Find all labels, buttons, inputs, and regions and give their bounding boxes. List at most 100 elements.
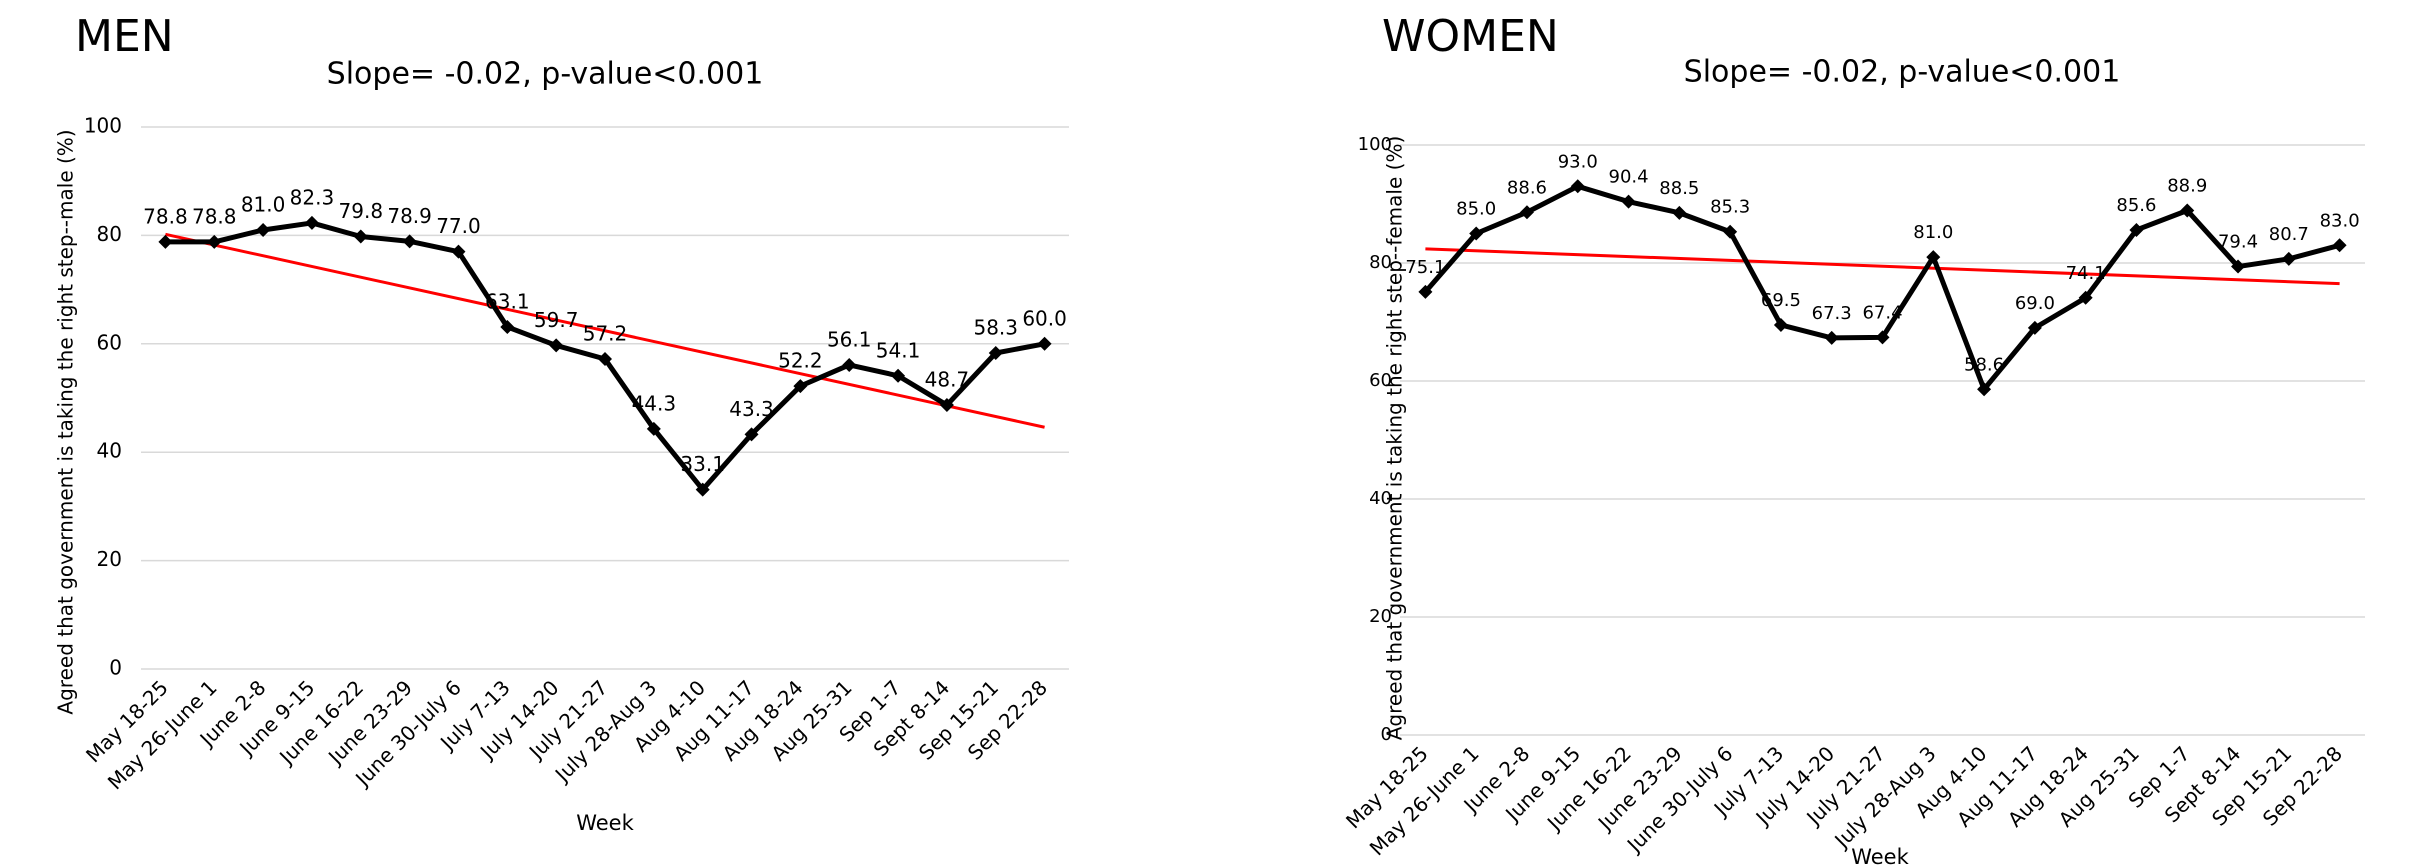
y-tick-label: 40 xyxy=(1369,488,1392,509)
data-label: 79.8 xyxy=(339,199,384,223)
data-label: 57.2 xyxy=(583,321,628,345)
data-label: 78.8 xyxy=(192,204,237,228)
data-label: 56.1 xyxy=(827,327,872,351)
y-tick-label: 100 xyxy=(84,114,122,138)
point-marker xyxy=(2129,222,2144,237)
data-label: 81.0 xyxy=(1913,222,1953,243)
data-label: 52.2 xyxy=(778,349,823,373)
point-marker xyxy=(2332,238,2347,253)
data-label: 74.1 xyxy=(2066,263,2106,284)
point-marker xyxy=(451,244,466,259)
data-label: 82.3 xyxy=(290,185,335,209)
point-marker xyxy=(842,357,857,372)
point-marker xyxy=(1621,194,1636,209)
data-label: 33.1 xyxy=(680,452,725,476)
point-marker xyxy=(304,215,319,230)
point-marker xyxy=(793,379,808,394)
chart-heading: WOMEN xyxy=(1382,11,1559,62)
point-marker xyxy=(1519,205,1534,220)
point-marker xyxy=(1875,330,1890,345)
data-label: 93.0 xyxy=(1558,151,1598,172)
y-axis-title: Agreed that government is taking the rig… xyxy=(1383,136,1407,741)
data-label: 83.0 xyxy=(2320,210,2360,231)
point-marker xyxy=(744,427,759,442)
y-tick-label: 80 xyxy=(1369,252,1392,273)
point-marker xyxy=(2281,251,2296,266)
y-tick-label: 0 xyxy=(1381,724,1392,745)
point-marker xyxy=(1469,226,1484,241)
data-label: 48.7 xyxy=(925,368,970,392)
point-marker xyxy=(1037,336,1052,351)
point-marker xyxy=(1926,250,1941,265)
data-label: 88.9 xyxy=(2167,175,2207,196)
data-label: 69.0 xyxy=(2015,293,2055,314)
y-tick-label: 20 xyxy=(97,547,122,571)
point-marker xyxy=(988,346,1003,361)
point-marker xyxy=(158,234,173,249)
y-tick-label: 40 xyxy=(97,439,122,463)
data-label: 85.3 xyxy=(1710,197,1750,218)
data-label: 81.0 xyxy=(241,192,286,216)
data-label: 85.0 xyxy=(1456,199,1496,220)
point-marker xyxy=(1824,330,1839,345)
point-marker xyxy=(549,338,564,353)
trend-line xyxy=(165,232,1045,429)
point-marker xyxy=(891,368,906,383)
y-tick-label: 0 xyxy=(109,656,122,680)
data-label: 59.7 xyxy=(534,308,579,332)
data-label: 67.4 xyxy=(1862,302,1902,323)
data-label: 79.4 xyxy=(2218,232,2258,253)
y-tick-label: 60 xyxy=(97,330,122,354)
point-marker xyxy=(1672,205,1687,220)
series-line xyxy=(1423,183,2341,392)
data-label: 58.3 xyxy=(973,316,1018,340)
data-label: 88.5 xyxy=(1659,178,1699,199)
x-axis-title: Week xyxy=(576,811,634,835)
point-marker xyxy=(2027,320,2042,335)
y-tick-label: 80 xyxy=(97,222,122,246)
y-tick-label: 20 xyxy=(1369,606,1392,627)
point-marker xyxy=(939,398,954,413)
data-label: 54.1 xyxy=(876,338,921,362)
point-marker xyxy=(1977,382,1992,397)
point-marker xyxy=(207,234,222,249)
point-marker xyxy=(598,351,612,366)
point-marker xyxy=(2078,290,2093,305)
point-marker xyxy=(695,482,710,497)
data-label: 75.1 xyxy=(1405,257,1445,278)
point-marker xyxy=(1418,284,1433,299)
point-marker xyxy=(1723,224,1738,239)
y-axis-title: Agreed that government is taking the rig… xyxy=(54,129,78,714)
data-label: 63.1 xyxy=(485,289,530,313)
point-marker xyxy=(1570,179,1585,194)
x-axis-title: Week xyxy=(1851,845,1909,866)
chart-title: Slope= -0.02, p-value<0.001 xyxy=(1684,55,2121,90)
chart-title: Slope= -0.02, p-value<0.001 xyxy=(327,57,764,92)
y-tick-label: 60 xyxy=(1369,370,1392,391)
data-label: 69.5 xyxy=(1761,290,1801,311)
chart-heading: MEN xyxy=(75,11,174,62)
data-label: 77.0 xyxy=(436,214,481,238)
data-label: 58.6 xyxy=(1964,354,2004,375)
data-label: 60.0 xyxy=(1022,306,1067,330)
point-marker xyxy=(353,229,368,244)
data-label: 85.6 xyxy=(2116,195,2156,216)
trend-line xyxy=(1425,247,2340,286)
data-label: 78.8 xyxy=(143,204,188,228)
point-marker xyxy=(256,222,271,237)
data-label: 78.9 xyxy=(387,204,432,228)
point-marker xyxy=(646,421,661,436)
data-label: 43.3 xyxy=(729,397,774,421)
data-label: 88.6 xyxy=(1507,177,1547,198)
data-label: 44.3 xyxy=(632,391,677,415)
point-marker xyxy=(500,319,515,334)
point-marker xyxy=(1773,317,1788,332)
point-marker xyxy=(402,234,417,249)
data-label: 90.4 xyxy=(1609,167,1649,188)
y-tick-label: 100 xyxy=(1358,134,1392,155)
point-marker xyxy=(2231,259,2246,274)
data-label: 80.7 xyxy=(2269,224,2309,245)
data-label: 67.3 xyxy=(1812,303,1852,324)
point-marker xyxy=(2180,203,2195,218)
